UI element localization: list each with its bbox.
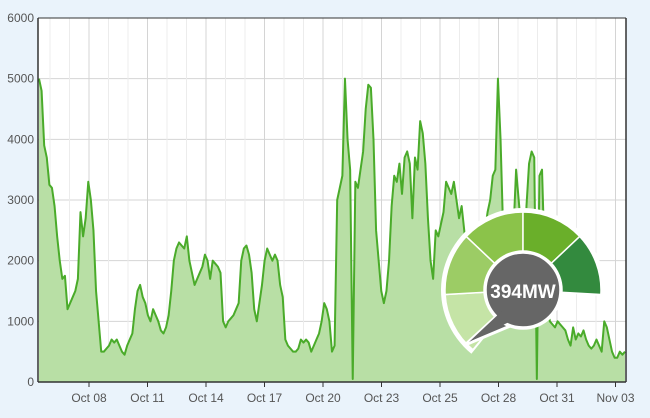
gauge-value-label: 394MW [490,282,556,303]
x-tick-label: Oct 25 [422,391,458,405]
series-line [38,77,626,380]
y-tick-label: 3000 [7,193,34,207]
axes: 0 1000 2000 3000 4000 5000 6000 Oct 08 Oct 11 Oct… [7,11,635,405]
power-gauge: 394MW [440,207,605,354]
x-tick-label: Nov 03 [596,391,634,405]
gauge-badge [483,250,563,330]
x-tick-label: Oct 17 [247,391,283,405]
x-tick-label: Oct 11 [130,391,165,405]
y-tick-label: 1000 [7,314,34,328]
y-tick-label: 5000 [7,72,34,86]
x-tick-label: Oct 20 [305,391,341,405]
y-tick-label: 0 [27,375,34,389]
y-tick-label: 4000 [7,132,34,146]
y-tick-label: 2000 [7,254,34,268]
y-tick-label: 6000 [7,11,34,25]
x-tick-label: Oct 31 [539,391,575,405]
x-tick-label: Oct 08 [71,391,107,405]
x-tick-label: Oct 28 [481,391,517,405]
x-tick-label: Oct 23 [364,391,400,405]
gauge-pointer-fill [469,310,513,342]
x-tick-label: Oct 14 [188,391,224,405]
